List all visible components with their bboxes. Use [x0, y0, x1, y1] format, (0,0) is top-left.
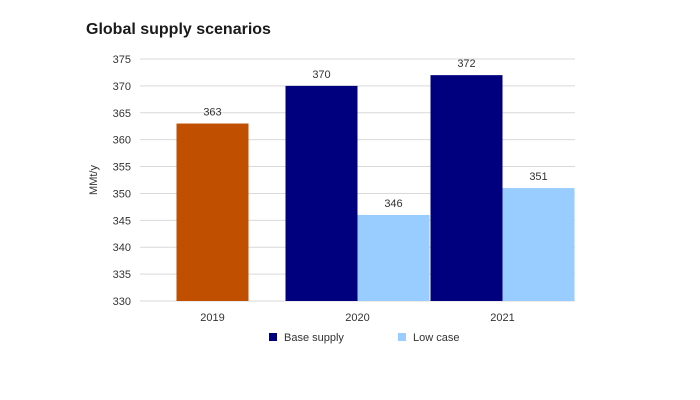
chart-title: Global supply scenarios	[86, 21, 271, 38]
legend-label: Base supply	[284, 332, 344, 344]
x-tick-label: 2021	[490, 312, 514, 324]
y-tick-label: 335	[113, 269, 131, 281]
data-label: 346	[384, 198, 402, 210]
legend-swatch	[398, 333, 406, 341]
y-tick-label: 355	[113, 162, 131, 174]
y-tick-label: 340	[113, 242, 131, 254]
bar	[285, 85, 358, 301]
bar	[430, 75, 503, 301]
data-label: 363	[203, 107, 221, 119]
y-tick-label: 350	[113, 188, 131, 200]
y-tick-label: 375	[113, 54, 131, 66]
y-tick-label: 365	[113, 108, 131, 120]
y-tick-label: 330	[113, 296, 131, 308]
y-axis-title: MMt/y	[88, 165, 100, 195]
y-tick-label: 345	[113, 215, 131, 227]
data-label: 351	[529, 171, 547, 183]
x-tick-label: 2019	[200, 312, 224, 324]
data-label: 372	[457, 58, 475, 70]
y-tick-label: 360	[113, 135, 131, 147]
legend-label: Low case	[413, 332, 459, 344]
legend-swatch	[269, 333, 277, 341]
bar	[176, 123, 249, 302]
y-tick-label: 370	[113, 81, 131, 93]
x-tick-label: 2020	[345, 312, 369, 324]
data-label: 370	[312, 69, 330, 81]
bar	[502, 188, 575, 301]
bar	[357, 214, 430, 301]
